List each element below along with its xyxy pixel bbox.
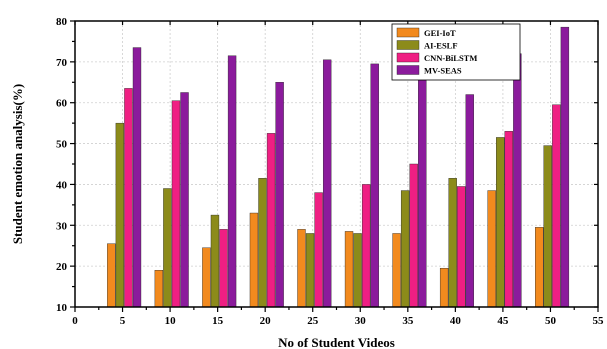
bar-gei-iot <box>107 243 116 308</box>
x-tick-label: 25 <box>307 315 319 327</box>
x-tick-label: 55 <box>593 315 605 327</box>
gridlines <box>75 21 598 307</box>
bar-cnn-bilstm <box>314 192 323 308</box>
bar-gei-iot <box>487 190 496 308</box>
legend-label: AI-ESLF <box>424 41 458 51</box>
bar-gei-iot <box>154 270 164 308</box>
x-tick-label: 15 <box>212 315 224 327</box>
bar-ai-eslf <box>543 145 552 308</box>
bar-cnn-bilstm <box>266 133 276 308</box>
bar-gei-iot <box>535 227 544 308</box>
bar-gei-iot <box>202 247 211 308</box>
bar-ai-eslf <box>448 178 457 308</box>
x-axis-ticks: 0 5 10 15 20 25 30 35 40 45 50 55 <box>72 21 604 327</box>
legend-label: GEI-IoT <box>424 28 456 38</box>
x-tick-label: 5 <box>120 315 126 327</box>
bar-mv-seas <box>465 94 474 308</box>
bar-ai-eslf <box>400 190 410 308</box>
bar-mv-seas <box>560 26 570 308</box>
bar-gei-iot <box>392 233 401 308</box>
bar-mv-seas <box>227 55 237 308</box>
y-tick-label: 20 <box>56 261 68 273</box>
bar-ai-eslf <box>115 122 125 308</box>
bar-mv-seas <box>180 92 189 308</box>
legend-swatch <box>396 65 420 75</box>
bar-cnn-bilstm <box>361 184 371 308</box>
x-tick-label: 35 <box>402 315 414 327</box>
y-tick-label: 30 <box>56 220 68 232</box>
bar-mv-seas <box>513 53 522 308</box>
legend: GEI-IoT AI-ESLF CNN-BiLSTM MV-SEAS <box>391 23 521 81</box>
x-tick-label: 45 <box>497 315 509 327</box>
x-tick-label: 20 <box>260 315 272 327</box>
bar-ai-eslf <box>163 188 172 308</box>
x-tick-label: 30 <box>355 315 367 327</box>
legend-swatch <box>396 27 420 38</box>
y-tick-label: 10 <box>56 302 68 314</box>
legend-swatch <box>396 52 420 63</box>
bar-ai-eslf <box>305 233 315 308</box>
y-tick-label: 70 <box>56 57 68 69</box>
bar-gei-iot <box>344 231 354 308</box>
x-tick-label: 10 <box>165 315 177 327</box>
bar-mv-seas <box>322 59 332 308</box>
bar-cnn-bilstm <box>219 229 228 308</box>
x-tick-label: 0 <box>72 315 78 327</box>
bar-cnn-bilstm <box>552 104 561 308</box>
y-axis-ticks: 10 20 30 40 50 60 70 80 <box>56 16 598 314</box>
y-tick-label: 80 <box>56 16 68 28</box>
bar-mv-seas <box>418 80 427 308</box>
bar-mv-seas <box>370 63 379 308</box>
bar-cnn-bilstm <box>457 186 466 308</box>
y-tick-label: 50 <box>56 139 68 151</box>
legend-swatch <box>396 40 420 50</box>
bar-mv-seas <box>132 47 142 308</box>
bars <box>107 26 570 308</box>
bar-cnn-bilstm <box>504 131 513 308</box>
bar-cnn-bilstm <box>171 100 181 308</box>
bar-ai-eslf <box>496 137 505 308</box>
bar-mv-seas <box>275 82 284 308</box>
bar-gei-iot <box>249 212 259 308</box>
bar-cnn-bilstm <box>124 88 133 308</box>
bar-gei-iot <box>439 267 449 308</box>
x-axis-title: No of Student Videos <box>278 335 395 349</box>
y-tick-label: 40 <box>56 179 68 191</box>
legend-label: CNN-BiLSTM <box>424 53 477 63</box>
y-tick-label: 60 <box>56 98 68 110</box>
bar-ai-eslf <box>353 233 362 308</box>
legend-label: MV-SEAS <box>424 66 462 76</box>
x-tick-label: 40 <box>450 315 462 327</box>
bar-cnn-bilstm <box>409 163 418 308</box>
bar-ai-eslf <box>258 178 267 308</box>
y-axis-title: Student emotion analysis(%) <box>10 84 25 244</box>
bar-gei-iot <box>297 229 306 308</box>
x-tick-label: 50 <box>545 315 557 327</box>
bar-ai-eslf <box>210 214 220 308</box>
